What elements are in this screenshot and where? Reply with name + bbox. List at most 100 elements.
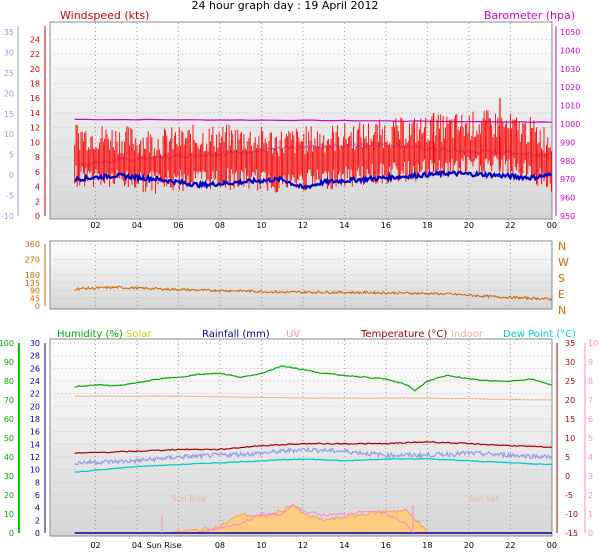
annotation-sun-set: Sun Set [468, 494, 499, 503]
rain-tick: 18 [30, 415, 40, 424]
windspeed-tick: 0 [35, 212, 40, 221]
bottom-panel-bg [49, 338, 553, 537]
windspeed-tick: 12 [30, 124, 40, 133]
humidity-tick: 0 [9, 529, 14, 538]
temp-tick: 35 [565, 339, 575, 348]
series-bars-gust [74, 110, 552, 194]
rain-tick: 0 [35, 529, 40, 538]
x-tick-label-bottom: 00 [547, 541, 557, 550]
rain-tick: 12 [30, 453, 40, 462]
rain-tick: 4 [35, 504, 40, 513]
x-tick-label-top: 00 [547, 221, 557, 230]
axes: 35302520151050-5-10242220181614121086420… [0, 26, 598, 550]
outer-axis-tick: 25 [4, 69, 14, 78]
barometer-tick: 980 [560, 157, 575, 166]
temp-tick: 25 [565, 377, 575, 386]
rain-tick: 28 [30, 352, 40, 361]
windspeed-tick: 22 [30, 50, 40, 59]
outer-axis-tick: 30 [4, 48, 14, 57]
x-tick-label-top: 16 [381, 221, 391, 230]
x-tick-label-top: 06 [173, 221, 183, 230]
temp-tick: 10 [565, 434, 575, 443]
dewpoint-label: Dew Point (°C) [503, 329, 576, 340]
series-line-direction [74, 285, 553, 301]
humidity-tick: 100 [0, 339, 14, 348]
humidity-tick: 90 [4, 358, 14, 367]
windspeed-tick: 14 [30, 109, 40, 118]
x-tick-label-bottom: 02 [90, 541, 100, 550]
series-line-uv [198, 504, 414, 535]
series-line-barometer [74, 118, 552, 123]
compass-w: W [558, 256, 569, 269]
indoor-label: Indoor [451, 329, 484, 340]
temp-tick: -10 [565, 510, 578, 519]
windspeed-tick: 6 [35, 168, 40, 177]
solar-label: Solar [126, 329, 152, 340]
temp-tick: 30 [565, 358, 575, 367]
outer-axis-tick: 15 [4, 110, 14, 119]
compass-s: S [558, 272, 565, 285]
windspeed-tick: 8 [35, 153, 40, 162]
outer-axis-tick: 35 [4, 28, 14, 37]
compass-n-top: N [558, 240, 566, 253]
direction-tick: 90 [30, 287, 40, 296]
series-line-outer_temp [74, 445, 553, 466]
barometer-tick: 1010 [560, 102, 580, 111]
uv-tick: 10 [588, 339, 598, 348]
temperature-label: Temperature (°C) [360, 329, 447, 340]
direction-tick: 360 [25, 240, 40, 249]
barometer-tick: 1040 [560, 46, 580, 55]
windspeed-tick: 10 [30, 138, 40, 147]
barometer-tick: 1050 [560, 28, 580, 37]
uv-tick: 0 [588, 529, 593, 538]
x-tick-label-top: 14 [339, 221, 349, 230]
humidity-label: Humidity (%) [57, 329, 123, 340]
windspeed-tick: 20 [30, 65, 40, 74]
barometer-tick: 1020 [560, 83, 580, 92]
x-tick-label-bottom: 20 [464, 541, 474, 550]
uv-tick: 9 [588, 358, 593, 367]
x-tick-label-top: 22 [505, 221, 515, 230]
barometer-tick: 970 [560, 175, 575, 184]
windspeed-tick: 2 [35, 197, 40, 206]
outer-axis-tick: 10 [4, 130, 14, 139]
humidity-tick: 80 [4, 377, 14, 386]
x-tick-label-bottom: Sun Rise [147, 541, 182, 550]
temp-tick: 0 [565, 472, 570, 481]
chart-title: 24 hour graph day : 19 April 2012 [192, 0, 379, 12]
direction-tick: 270 [25, 256, 40, 265]
humidity-tick: 10 [4, 510, 14, 519]
barometer-tick: 1030 [560, 65, 580, 74]
temp-tick: -5 [565, 491, 573, 500]
series-line-indoor [74, 395, 552, 401]
humidity-tick: 40 [4, 453, 14, 462]
rain-tick: 10 [30, 466, 40, 475]
uv-tick: 5 [588, 434, 593, 443]
grid-lines [50, 23, 553, 535]
rain-tick: 30 [30, 339, 40, 348]
barometer-tick: 960 [560, 194, 575, 203]
annotation-sun-rise: Sun Rise [172, 494, 207, 503]
rain-tick: 24 [30, 377, 40, 386]
series-line-dewpoint [74, 457, 552, 473]
rain-tick: 26 [30, 364, 40, 373]
rain-tick: 8 [35, 478, 40, 487]
barometer-label: Barometer (hpa) [484, 9, 575, 22]
windspeed-tick: 24 [30, 35, 40, 44]
rain-tick: 16 [30, 428, 40, 437]
compass-e: E [558, 288, 565, 301]
rain-tick: 2 [35, 516, 40, 525]
direction-tick: 180 [25, 271, 40, 280]
temp-tick: 15 [565, 415, 575, 424]
uv-tick: 7 [588, 396, 593, 405]
humidity-tick: 60 [4, 415, 14, 424]
outer-axis-tick: 5 [9, 151, 14, 160]
x-tick-label-top: 20 [464, 221, 474, 230]
outer-axis-tick: 0 [9, 171, 14, 180]
series [74, 98, 553, 535]
x-tick-label-top: 08 [215, 221, 225, 230]
annotations: Sun Rise Sun Set [161, 494, 499, 533]
barometer-tick: 950 [560, 212, 575, 221]
